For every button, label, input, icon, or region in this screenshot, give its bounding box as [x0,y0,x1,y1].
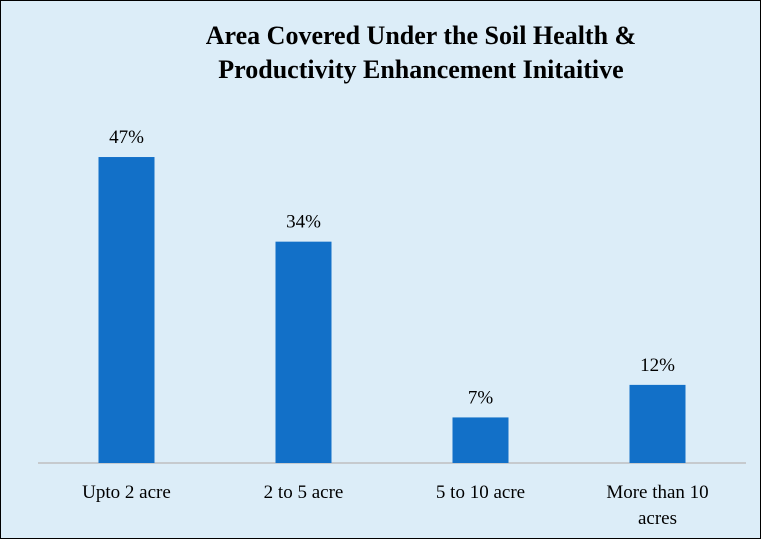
x-tick-label: Upto 2 acre [82,482,171,503]
bar [452,417,509,463]
x-tick-label: More than 10 acres [606,482,709,529]
x-tick-label: 2 to 5 acre [263,482,344,503]
bar [629,384,686,463]
data-label: 47% [109,127,144,148]
bar [98,157,155,463]
chart-title: Area Covered Under the Soil Health & Pro… [205,21,637,84]
data-label: 7% [468,387,494,408]
bar [275,241,332,463]
data-label: 34% [286,212,321,233]
data-label: 12% [640,355,675,376]
x-tick-label: 5 to 10 acre [435,482,526,503]
